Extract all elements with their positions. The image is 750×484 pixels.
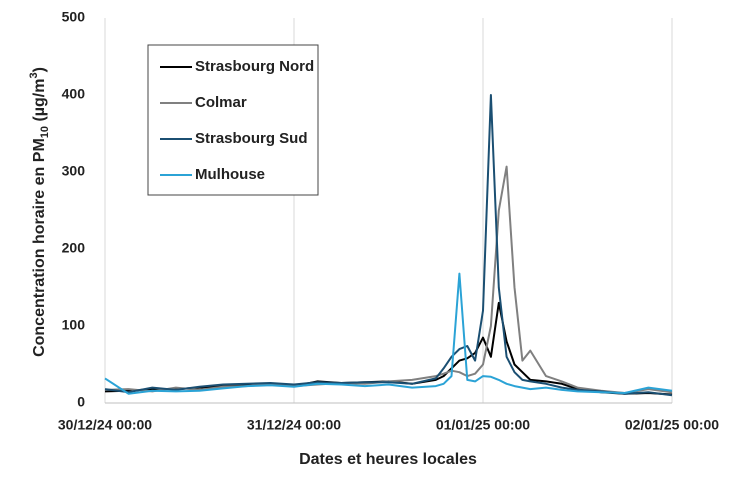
y-label-sup: 3 xyxy=(28,72,40,78)
y-label-sub: 10 xyxy=(39,126,51,138)
y-label-part: Concentration horaire en PM xyxy=(31,138,48,357)
legend-box xyxy=(147,44,319,196)
y-tick-label: 100 xyxy=(62,317,86,333)
legend: Strasbourg Nord Colmar Strasbourg Sud Mulho… xyxy=(147,44,319,196)
y-tick-label: 300 xyxy=(62,163,86,179)
series-line xyxy=(104,94,673,397)
y-tick-label: 0 xyxy=(77,394,85,410)
x-axis-label: Dates et heures locales xyxy=(299,451,477,468)
y-tick-label: 500 xyxy=(62,9,86,25)
x-tick-label: 31/12/24 00:00 xyxy=(247,417,341,433)
x-tick-label: 02/01/25 00:00 xyxy=(625,417,719,433)
legend-label: Mulhouse xyxy=(195,166,265,183)
series-line xyxy=(104,272,673,395)
x-tick-label: 01/01/25 00:00 xyxy=(436,417,530,433)
y-label-part: (µg/m xyxy=(31,79,48,126)
y-axis-label: Concentration horaire en PM10 (µg/m3) xyxy=(28,67,51,357)
y-label-part: ) xyxy=(31,67,48,72)
y-tick-label: 200 xyxy=(62,240,86,256)
legend-label: Strasbourg Sud xyxy=(195,130,308,147)
series-line xyxy=(104,165,673,394)
x-tick-label: 30/12/24 00:00 xyxy=(58,417,152,433)
legend-label: Colmar xyxy=(195,94,247,111)
y-tick-label: 400 xyxy=(62,86,86,102)
legend-label: Strasbourg Nord xyxy=(195,58,314,75)
